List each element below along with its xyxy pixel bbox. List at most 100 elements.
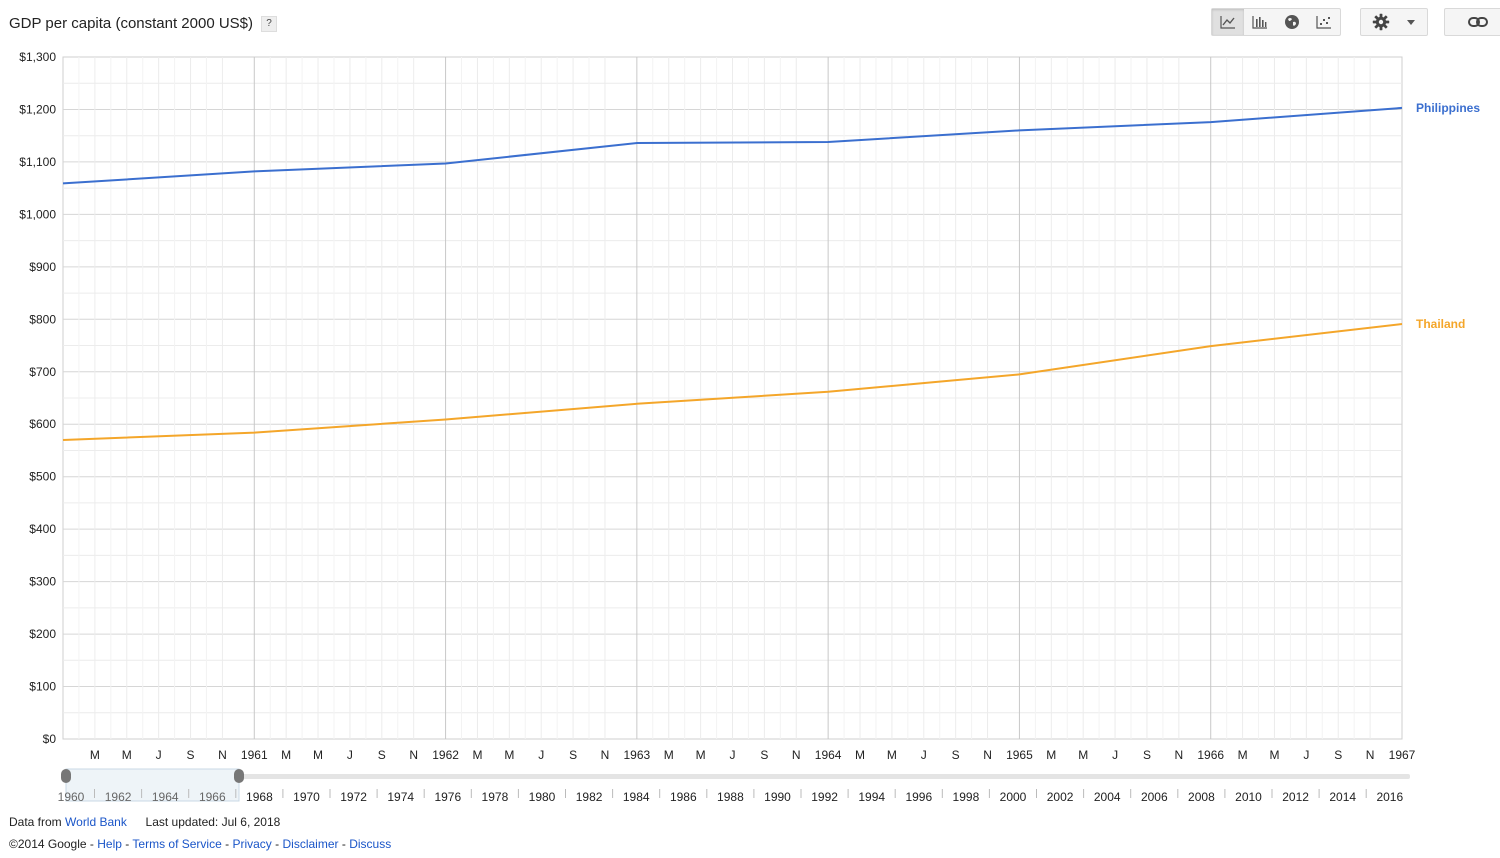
timeline-year-label: 1994: [858, 790, 885, 804]
timeline-year-label: 1980: [529, 790, 556, 804]
x-tick-label: J: [538, 748, 544, 762]
timeline-year-label: 1972: [340, 790, 367, 804]
bar-chart-button[interactable]: [1244, 9, 1276, 35]
timeline-year-label: 2004: [1094, 790, 1121, 804]
timeline-year-label: 1988: [717, 790, 744, 804]
timeline-year-label: 2010: [1235, 790, 1262, 804]
x-tick-label: 1965: [1006, 748, 1033, 762]
y-tick-label: $400: [29, 522, 56, 536]
timeline-year-label: 1998: [953, 790, 980, 804]
timeline-year-label: 2008: [1188, 790, 1215, 804]
y-tick-label: $1,100: [19, 155, 56, 169]
timeline-year-label: 1962: [105, 790, 132, 804]
y-tick-label: $300: [29, 575, 56, 589]
x-tick-label: M: [90, 748, 100, 762]
timeline-year-label: 2006: [1141, 790, 1168, 804]
x-tick-label: M: [472, 748, 482, 762]
line-chart-button[interactable]: [1212, 9, 1244, 35]
link-button[interactable]: [1444, 8, 1500, 36]
discuss-link[interactable]: Discuss: [349, 837, 392, 851]
map-button[interactable]: [1276, 9, 1308, 35]
x-tick-label: S: [1334, 748, 1342, 762]
dropdown-arrow-wrap: [1401, 9, 1421, 35]
last-updated-text: Last updated: Jul 6, 2018: [145, 815, 281, 829]
scatter-chart-button[interactable]: [1308, 9, 1340, 35]
terms-link[interactable]: Terms of Service: [132, 837, 222, 851]
timeline-year-label: 1968: [246, 790, 273, 804]
x-tick-label: M: [1269, 748, 1279, 762]
y-tick-label: $0: [43, 732, 57, 746]
x-tick-label: M: [281, 748, 291, 762]
chart-type-group: [1211, 8, 1341, 36]
help-button[interactable]: ?: [261, 15, 278, 32]
link-toolbar: [1444, 8, 1500, 36]
timeline-year-label: 1996: [905, 790, 932, 804]
x-tick-label: J: [1112, 748, 1118, 762]
timeline-year-label: 1992: [811, 790, 838, 804]
y-tick-label: $1,000: [19, 207, 56, 221]
link-icon: [1468, 17, 1488, 27]
x-tick-label: 1962: [432, 748, 459, 762]
x-tick-label: M: [504, 748, 514, 762]
timeline-year-label: 1974: [387, 790, 414, 804]
x-tick-label: N: [409, 748, 418, 762]
x-tick-label: S: [760, 748, 768, 762]
x-tick-label: M: [1078, 748, 1088, 762]
settings-icon-wrap: [1361, 9, 1401, 35]
timeline-year-label: 1964: [152, 790, 179, 804]
timeline-end-handle[interactable]: [234, 769, 244, 783]
x-tick-label: N: [983, 748, 992, 762]
separator: -: [125, 837, 130, 851]
series-label-thailand: Thailand: [1416, 317, 1465, 331]
x-tick-label: N: [218, 748, 227, 762]
timeline-year-label: 1966: [199, 790, 226, 804]
x-tick-label: J: [730, 748, 736, 762]
timeline-year-label: 1960: [58, 790, 85, 804]
x-tick-label: 1964: [815, 748, 842, 762]
x-tick-label: 1967: [1389, 748, 1416, 762]
map-globe-icon: [1285, 15, 1299, 29]
source-link[interactable]: World Bank: [65, 815, 127, 829]
bar-chart-icon: [1252, 16, 1267, 29]
x-tick-label: J: [156, 748, 162, 762]
timeline-start-handle[interactable]: [61, 769, 71, 783]
y-tick-label: $500: [29, 470, 56, 484]
disclaimer-link[interactable]: Disclaimer: [282, 837, 339, 851]
y-tick-label: $200: [29, 627, 56, 641]
chevron-down-icon: [1407, 19, 1415, 25]
series-line-philippines: [62, 106, 1403, 185]
y-tick-label: $100: [29, 680, 56, 694]
x-tick-label: N: [1366, 748, 1375, 762]
timeline-year-label: 1984: [623, 790, 650, 804]
x-tick-label: S: [1143, 748, 1151, 762]
timeline-year-label: 2002: [1047, 790, 1074, 804]
page-title: GDP per capita (constant 2000 US$): [9, 15, 254, 32]
x-tick-label: N: [792, 748, 801, 762]
privacy-link[interactable]: Privacy: [232, 837, 272, 851]
timeline-selection: [65, 768, 240, 802]
series-label-philippines: Philippines: [1416, 101, 1480, 115]
x-tick-label: M: [1046, 748, 1056, 762]
scatter-chart-icon: [1316, 16, 1331, 29]
y-tick-label: $700: [29, 365, 56, 379]
x-tick-label: M: [855, 748, 865, 762]
x-tick-label: M: [887, 748, 897, 762]
x-tick-label: J: [1303, 748, 1309, 762]
timeline-year-label: 1990: [764, 790, 791, 804]
gear-icon: [1372, 13, 1390, 31]
x-tick-label: 1966: [1197, 748, 1224, 762]
timeline-year-label: 2000: [1000, 790, 1027, 804]
settings-menu-button[interactable]: [1360, 8, 1428, 36]
y-tick-label: $900: [29, 260, 56, 274]
timeline-year-label: 1982: [576, 790, 603, 804]
line-chart-icon: [1220, 16, 1235, 29]
separator: -: [341, 837, 346, 851]
timeline-track: [66, 774, 1410, 779]
x-tick-label: M: [664, 748, 674, 762]
x-tick-label: S: [569, 748, 577, 762]
help-link[interactable]: Help: [97, 837, 122, 851]
x-tick-label: S: [952, 748, 960, 762]
x-tick-label: N: [1174, 748, 1183, 762]
timeline-year-label: 1976: [434, 790, 461, 804]
